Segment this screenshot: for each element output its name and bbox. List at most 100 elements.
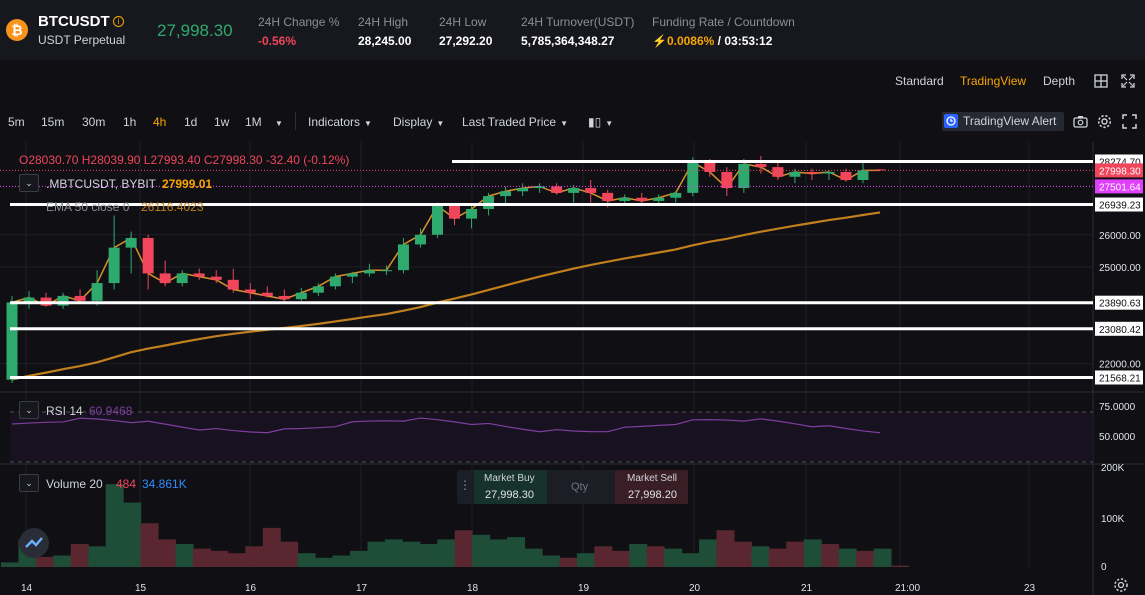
volume-value-2: 34.861K: [142, 477, 187, 491]
chart-type-menu[interactable]: ▮▯ ▼: [588, 115, 613, 129]
volume-bar: [646, 546, 665, 567]
collapse-volume-button[interactable]: ⌄: [19, 474, 39, 492]
interval-5m[interactable]: 5m: [8, 115, 25, 129]
interval-30m[interactable]: 30m: [82, 115, 106, 129]
info-icon[interactable]: i: [113, 16, 124, 27]
volume-bar: [1, 562, 19, 567]
interval-1d[interactable]: 1d: [184, 115, 198, 129]
candle-body: [142, 237, 154, 274]
camera-icon[interactable]: [1073, 115, 1088, 128]
rsi-label: RSI 14: [46, 404, 83, 418]
symbol-name[interactable]: BTCUSDT: [38, 13, 110, 30]
market-sell-price: 27,998.20: [628, 489, 677, 501]
stat-change-value: -0.56%: [258, 34, 297, 48]
fullscreen-icon[interactable]: [1122, 114, 1137, 129]
volume-bar: [489, 539, 508, 567]
candle-body: [159, 273, 171, 284]
candle-body: [210, 276, 222, 280]
volume-bar: [245, 546, 264, 567]
volume-bar: [53, 555, 72, 567]
grid-layout-icon[interactable]: [1094, 74, 1108, 88]
interval-15m[interactable]: 15m: [41, 115, 65, 129]
volume-label: Volume 20: [46, 477, 103, 491]
candle-body: [125, 237, 137, 248]
toolbar-divider: [295, 112, 296, 130]
time-axis-label: 16: [245, 583, 257, 594]
candle-body: [704, 162, 716, 172]
market-buy-label: Market Buy: [484, 473, 535, 484]
funding-value: ⚡0.0086% / 03:53:12: [652, 34, 772, 48]
quantity-input[interactable]: Qty: [571, 481, 589, 493]
volume-bar: [507, 537, 526, 567]
time-axis: 14 15 16 17 18 19 20 21 21:00 23: [21, 583, 1036, 594]
candle-body: [483, 196, 495, 209]
interval-1M[interactable]: 1M: [245, 115, 262, 129]
compare-symbol: .MBTCUSDT, BYBIT: [46, 177, 157, 191]
tradingview-logo-button[interactable]: [19, 528, 49, 558]
volume-axis-label: 100K: [1101, 514, 1125, 525]
tradingview-logo-icon: [25, 537, 43, 548]
volume-bar: [454, 530, 473, 567]
last-price: 27,998.30: [157, 21, 233, 40]
market-sell-button[interactable]: [615, 470, 688, 504]
volume-bar: [158, 539, 177, 567]
candle-body: [738, 163, 750, 189]
candle-body: [568, 188, 580, 193]
funding-separator: /: [714, 34, 725, 48]
volume-axis-label: 200K: [1101, 463, 1125, 474]
volume-bar: [541, 555, 560, 567]
ohlc-open: O28030.70: [19, 153, 79, 167]
interval-more-dropdown[interactable]: ▼: [271, 115, 283, 129]
bitcoin-icon: ₿: [6, 19, 28, 41]
alert-clock-icon: [944, 114, 958, 128]
stat-turnover-value: 5,785,364,348.27: [521, 34, 615, 48]
interval-1h[interactable]: 1h: [123, 115, 137, 129]
interval-4h[interactable]: 4h: [153, 115, 167, 129]
view-tradingview[interactable]: TradingView: [960, 74, 1027, 88]
price-axis-label: 21568.21: [1099, 374, 1141, 385]
ohlc-legend: O28030.70 H28039.90 L27993.40 C27998.30 …: [19, 153, 349, 167]
price-chart[interactable]: 75.0000 50.0000 200K 100K 0 28274.7027998.3…: [0, 142, 1145, 595]
candle-body: [346, 273, 358, 277]
caret-down-icon: ▼: [436, 119, 445, 128]
expand-icon[interactable]: [1121, 74, 1135, 88]
tradingview-alert-button[interactable]: TradingView Alert: [942, 112, 1064, 131]
stat-low-value: 27,292.20: [439, 34, 493, 48]
time-axis-label: 21:00: [895, 583, 920, 594]
funding-rate: 0.0086%: [666, 34, 715, 48]
candle-body: [500, 191, 512, 197]
rsi-axis-label: 75.0000: [1099, 402, 1136, 413]
horizontal-lines[interactable]: [0, 160, 1093, 379]
indicators-menu[interactable]: Indicators ▼: [308, 115, 372, 129]
caret-down-icon: ▼: [364, 119, 372, 128]
time-axis-label: 15: [135, 583, 147, 594]
volume-bar: [210, 550, 229, 567]
price-source-menu[interactable]: Last Traded Price ▼: [462, 115, 568, 129]
volume-bar: [891, 565, 909, 567]
candle-body: [329, 276, 341, 287]
candle-body: [431, 205, 443, 235]
gear-icon[interactable]: [1097, 114, 1112, 129]
volume-bar: [699, 539, 718, 567]
view-depth[interactable]: Depth: [1043, 74, 1076, 88]
drag-handle-icon[interactable]: ⋮: [459, 478, 471, 492]
market-buy-price: 27,998.30: [485, 489, 534, 501]
time-axis-label: 18: [467, 583, 479, 594]
display-menu[interactable]: Display ▼: [393, 115, 444, 129]
price-axis-label: 22000.00: [1099, 360, 1141, 371]
candle-body: [363, 270, 375, 274]
view-standard[interactable]: Standard: [895, 74, 944, 88]
interval-1w[interactable]: 1w: [214, 115, 230, 129]
volume-bar: [227, 553, 246, 567]
market-buy-button[interactable]: [474, 470, 547, 504]
volume-bar: [280, 541, 299, 567]
rsi-axis-label: 50.0000: [1099, 432, 1136, 443]
candle-body: [74, 295, 86, 301]
collapse-legend-button[interactable]: ⌄: [19, 174, 39, 192]
candlestick-icon: ▮▯: [588, 115, 602, 129]
axis-settings-icon[interactable]: [1113, 577, 1129, 593]
candle-body: [670, 192, 682, 198]
candle-body: [755, 163, 767, 168]
collapse-rsi-button[interactable]: ⌄: [19, 401, 39, 419]
volume-bar: [472, 534, 491, 567]
